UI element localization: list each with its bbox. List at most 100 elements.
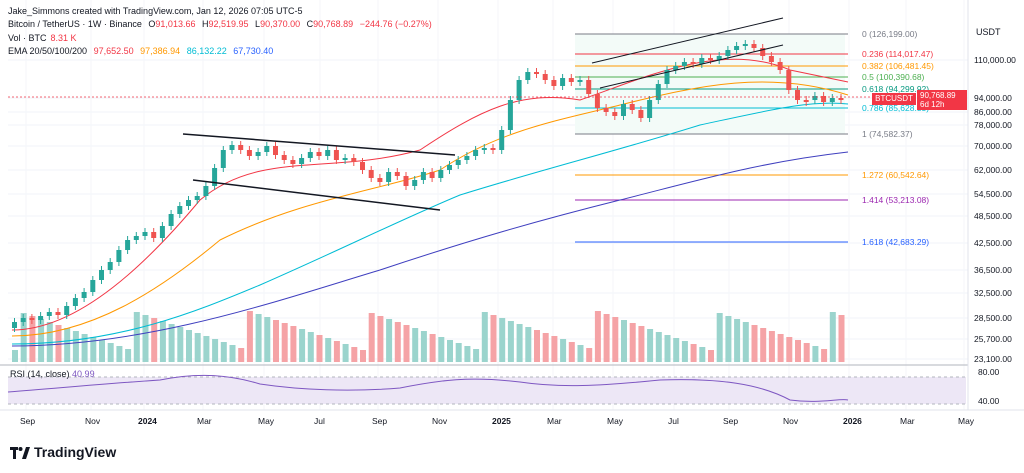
ema200-line	[11, 151, 849, 347]
volume-bar	[403, 325, 410, 362]
volume-bar	[577, 345, 584, 362]
candle-body	[734, 46, 740, 50]
volume-bar	[821, 349, 828, 362]
volume-bar	[429, 334, 436, 362]
candle-body	[586, 80, 592, 94]
fib-level-label: 0.5 (100,390.68)	[862, 72, 925, 82]
time-axis[interactable]: Sep Nov 2024 Mar May Jul Sep Nov 2025 Mar May Jul Se…	[0, 409, 1024, 426]
candle-body	[394, 172, 400, 176]
price-axis-label: 78,000.00	[974, 120, 1012, 130]
volume-bar	[499, 318, 506, 362]
price-axis-label: 28,500.00	[974, 313, 1012, 323]
candle-body	[107, 262, 113, 270]
volume-bar	[638, 326, 645, 362]
price-axis-label: 110,000.00	[974, 55, 1016, 65]
volume-bar	[438, 337, 445, 362]
candle-body	[194, 196, 200, 200]
volume-bar	[90, 337, 97, 362]
volume-bar	[812, 346, 819, 362]
candle-body	[621, 104, 626, 116]
volume-bar	[760, 328, 767, 362]
candle-body	[299, 158, 305, 164]
volume-bar	[46, 322, 53, 362]
volume-bar	[481, 312, 488, 362]
candle-body	[99, 270, 104, 280]
candle-body	[142, 232, 148, 236]
tradingview-logo[interactable]: TradingView	[10, 444, 116, 460]
volume-bar	[264, 317, 271, 362]
candle-body	[177, 206, 183, 214]
volume-bar	[38, 319, 45, 362]
volume-bar	[368, 313, 375, 362]
volume-bar	[542, 333, 549, 362]
rsi-axis-label: 40.00	[978, 396, 1000, 406]
price-axis[interactable]: 110,000.00 94,000.00 86,000.00 78,000.00 70,…	[967, 0, 1016, 410]
volume-bar	[281, 323, 288, 362]
candle-body	[438, 170, 444, 178]
volume-bar	[299, 329, 306, 362]
candle-body	[542, 74, 548, 80]
rsi-band	[8, 377, 966, 404]
rsi-axis-label: 80.00	[978, 367, 1000, 377]
candle-body	[499, 130, 505, 150]
candle-body	[412, 180, 418, 186]
volume-bar	[342, 344, 349, 362]
volume-bar	[603, 314, 610, 362]
channel-top	[591, 17, 784, 64]
trend-lines[interactable]	[8, 17, 870, 211]
currency-label[interactable]: USDT	[976, 27, 1001, 37]
time-axis-label: Nov	[85, 416, 101, 426]
price-axis-label: 86,000.00	[974, 107, 1012, 117]
ema100-line	[11, 102, 849, 345]
volume-bar	[325, 338, 332, 362]
volume-bar	[333, 341, 340, 362]
candle-body	[534, 72, 539, 74]
candle-body	[403, 176, 409, 186]
time-axis-label: Mar	[547, 416, 562, 426]
candles	[12, 40, 844, 332]
volume-bar	[412, 328, 419, 362]
symbol-name: Bitcoin / TetherUS · 1W · Binance	[8, 19, 142, 29]
ema20-line	[11, 58, 849, 331]
candle-body	[133, 236, 139, 240]
candle-body	[159, 226, 165, 238]
fib-retracement[interactable]: 0 (126,199.00) 0.236 (114,017.47) 0.382 (1…	[575, 29, 934, 247]
upper-trendline	[182, 133, 456, 156]
volume-bar	[629, 323, 636, 362]
volume-bar	[655, 332, 662, 362]
candle-body	[38, 316, 44, 320]
change-value: −244.76 (−0.27%)	[359, 19, 432, 29]
volume-bar	[742, 322, 749, 362]
volume-bar	[107, 343, 114, 362]
symbol-ohlc: Bitcoin / TetherUS · 1W · Binance O91,01…	[8, 19, 432, 29]
candle-body	[490, 148, 496, 150]
volume-bar	[360, 350, 366, 362]
candle-body	[464, 156, 470, 160]
price-axis-label: 94,000.00	[974, 93, 1012, 103]
volume-bar	[664, 335, 671, 362]
volume-bar	[681, 341, 688, 362]
volume-bar	[708, 350, 714, 362]
volume-bar	[255, 314, 262, 362]
candle-body	[281, 155, 287, 160]
volume-bar	[473, 349, 480, 362]
candle-body	[795, 90, 800, 100]
price-axis-label: 62,000.00	[974, 165, 1012, 175]
channel-bottom	[599, 44, 784, 89]
candle-body	[420, 172, 426, 180]
candle-body	[725, 50, 731, 56]
volume-bar	[133, 312, 140, 362]
volume-bar	[29, 316, 36, 362]
volume-bar	[72, 331, 79, 362]
volume-bar	[690, 344, 697, 362]
candle-body	[377, 178, 383, 182]
volume-bar	[516, 324, 523, 362]
volume-bar	[490, 315, 497, 362]
volume-bar	[768, 331, 775, 362]
candle-body	[351, 158, 357, 162]
candle-body	[664, 70, 670, 84]
volume-bar	[194, 333, 201, 362]
volume-bar	[273, 320, 279, 362]
volume-bar	[568, 342, 575, 362]
